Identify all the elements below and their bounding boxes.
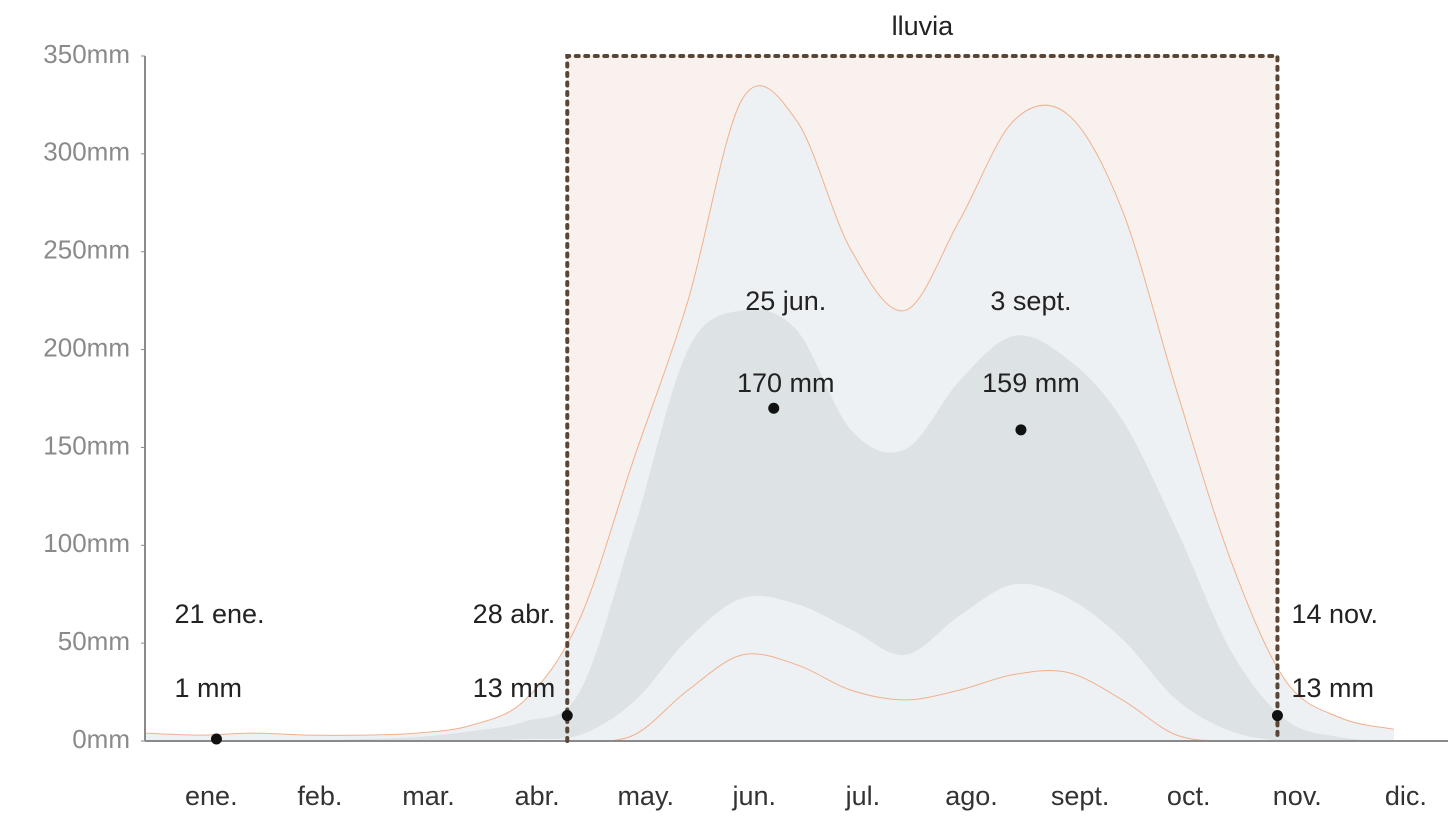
annotation-date: 14 nov. [1291,599,1378,629]
y-tick-label: 250mm [43,235,130,265]
annotation-dot [1271,710,1283,722]
annotation-date: 28 abr. [473,599,556,629]
y-tick-label: 150mm [43,430,130,460]
x-tick-label: abr. [515,781,560,811]
season-title: lluvia [892,11,955,41]
y-tick-label: 350mm [43,39,130,69]
axis-layer: 0mm 50mm 100mm 150mm 200mm 250mm 300mm 350mm ene… [43,39,1448,811]
annotation-value: 13 mm [473,673,556,703]
annotation-date: 21 ene. [174,599,264,629]
season-border [565,54,1280,743]
x-tick-label: sept. [1051,781,1110,811]
y-tick-label: 300mm [43,137,130,167]
y-tick-label: 100mm [43,528,130,558]
y-tick-label: 0mm [72,724,130,754]
annotation-value: 159 mm [982,368,1080,398]
x-tick-label: jun. [732,781,777,811]
annotation-layer: 21 ene. 1 mm 28 abr. 13 mm 14 nov. 13 mm 25 ju… [174,54,1378,745]
x-tick-label: dic. [1385,781,1427,811]
x-tick-label: oct. [1167,781,1211,811]
y-tick-label: 50mm [58,626,130,656]
x-tick-label: feb. [297,781,342,811]
x-tick-label: ago. [945,781,998,811]
x-tick-label: may. [617,781,674,811]
x-tick-label: mar. [402,781,455,811]
area-layer [144,85,1395,742]
annotation-date: 25 jun. [745,286,826,316]
annotation-date: 3 sept. [990,286,1071,316]
annotation-value: 1 mm [174,673,242,703]
annotation-dot [561,710,573,722]
x-tick-label: nov. [1273,781,1322,811]
x-tick-label: jul. [845,781,881,811]
upper-line [144,85,1395,736]
annotation-dot [768,402,780,414]
annotation-dot [210,733,222,745]
inner-band-lower [145,583,1394,742]
annotation-dot [1015,424,1027,436]
x-tick-label: ene. [185,781,238,811]
annotation-value: 13 mm [1291,673,1374,703]
annotation-value: 170 mm [737,368,835,398]
y-tick-label: 200mm [43,332,130,362]
